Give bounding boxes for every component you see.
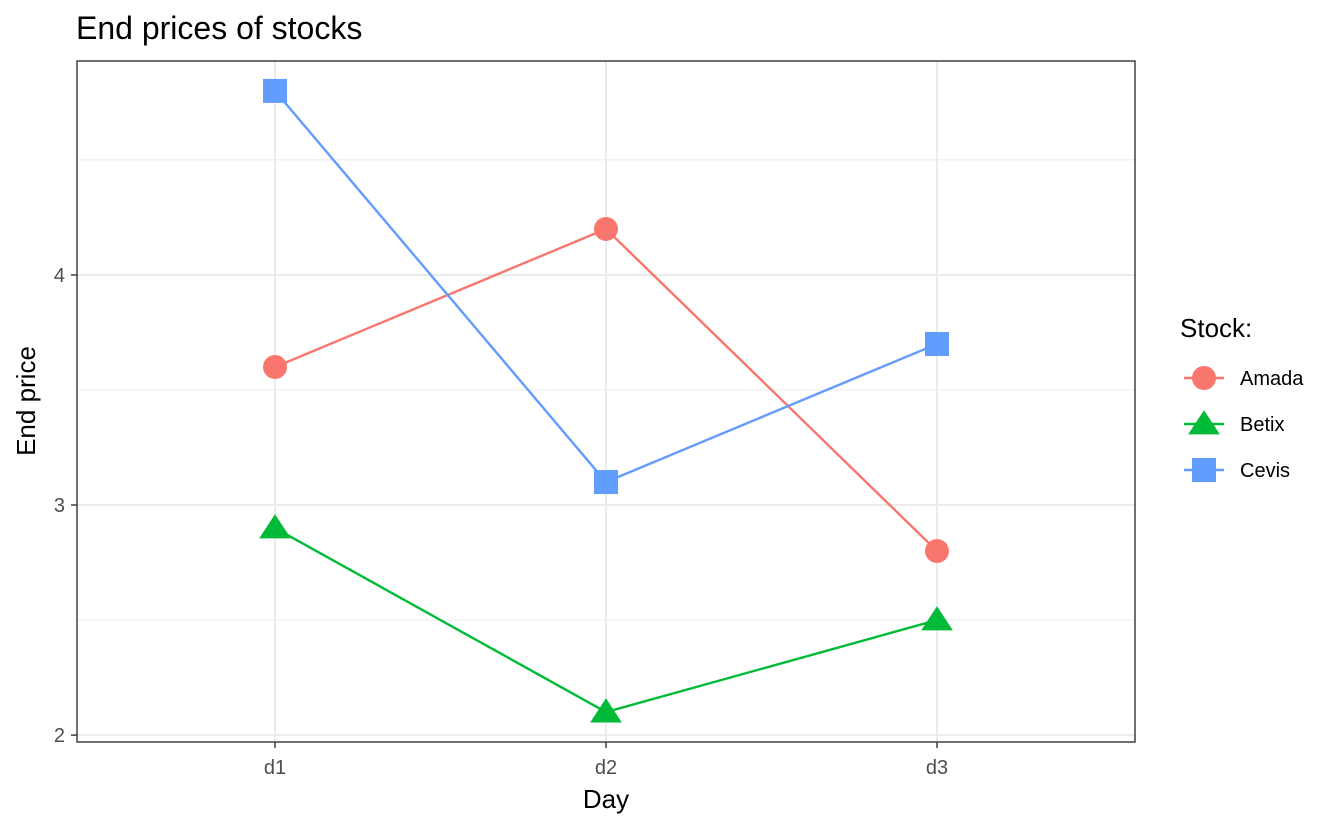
data-point-betix — [921, 606, 953, 631]
x-axis-title: Day — [583, 784, 629, 814]
data-point-amada — [263, 354, 287, 379]
legend-marker-betix — [1188, 410, 1220, 435]
data-point-amada — [925, 539, 949, 564]
legend-label-cevis: Cevis — [1240, 460, 1290, 482]
series-amada — [263, 216, 949, 564]
chart-title: End prices of stocks — [76, 10, 362, 46]
y-tick-label: 3 — [54, 495, 65, 517]
legend-label-betix: Betix — [1240, 414, 1284, 436]
data-point-amada — [594, 216, 618, 241]
x-tick-label: d3 — [926, 757, 948, 779]
y-tick-label: 4 — [54, 265, 65, 287]
legend-marker-amada — [1192, 366, 1216, 390]
x-tick-label: d1 — [264, 757, 286, 779]
grid — [77, 61, 1135, 742]
series-betix — [259, 514, 953, 723]
legend-item-cevis: Cevis — [1184, 458, 1290, 482]
data-point-cevis — [263, 78, 287, 103]
data-point-betix — [590, 698, 622, 723]
data-point-cevis — [594, 470, 618, 495]
legend-title: Stock: — [1180, 313, 1252, 343]
y-tick-label: 2 — [54, 725, 65, 747]
series-cevis — [263, 78, 949, 495]
x-tick-label: d2 — [595, 757, 617, 779]
series-group — [259, 78, 953, 723]
axes: 2 3 4 d1 d2 d3 — [54, 265, 948, 779]
legend-label-amada: Amada — [1240, 368, 1304, 390]
data-point-cevis — [925, 331, 949, 356]
legend-item-amada: Amada — [1184, 366, 1304, 390]
data-point-betix — [259, 514, 291, 539]
legend-item-betix: Betix — [1184, 410, 1284, 436]
legend: Stock: Amada Betix Cevis — [1180, 313, 1304, 482]
y-axis-title: End price — [11, 346, 41, 456]
legend-marker-cevis — [1192, 458, 1216, 482]
